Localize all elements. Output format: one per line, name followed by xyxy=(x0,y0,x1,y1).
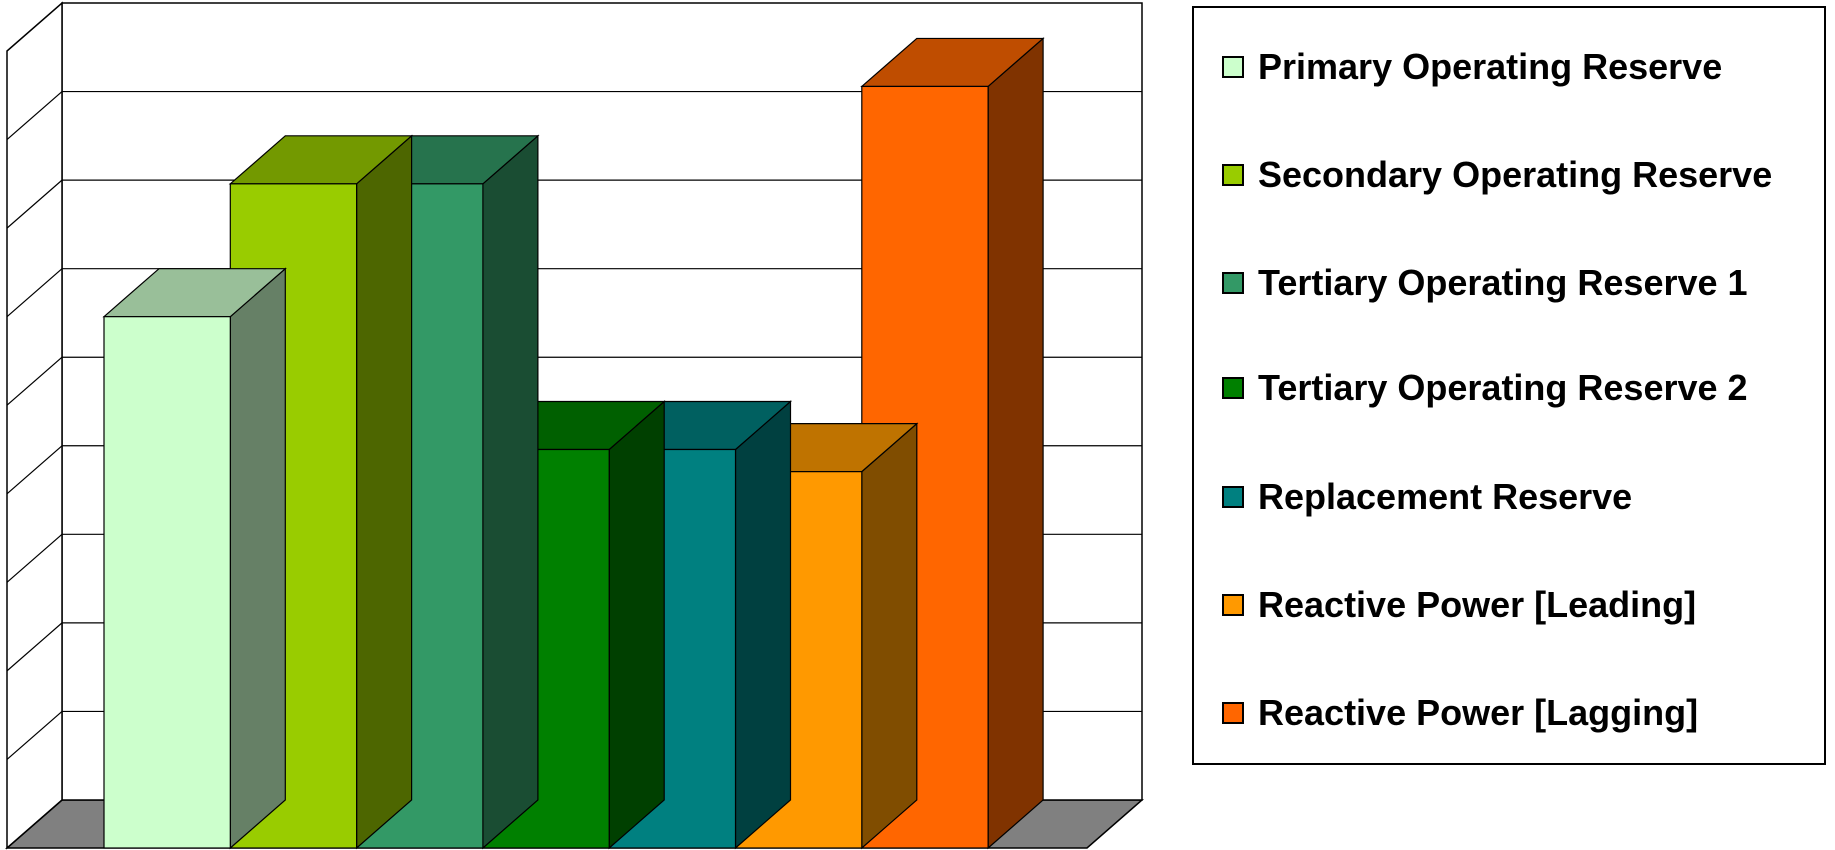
legend-swatch xyxy=(1222,594,1244,616)
bar-front xyxy=(103,316,231,849)
legend-label: Tertiary Operating Reserve 2 xyxy=(1258,367,1748,408)
legend-item: Secondary Operating Reserve xyxy=(1222,154,1772,196)
legend-swatch xyxy=(1222,377,1244,399)
legend-swatch xyxy=(1222,486,1244,508)
gridline-side xyxy=(6,179,63,229)
gridline-side xyxy=(6,268,63,318)
chart-area xyxy=(5,1,1144,850)
legend-item: Tertiary Operating Reserve 2 xyxy=(1222,367,1748,409)
bar-side xyxy=(356,134,413,850)
bar xyxy=(102,267,287,850)
bar-side xyxy=(482,134,539,850)
bar-side xyxy=(861,422,918,850)
legend-label: Primary Operating Reserve xyxy=(1258,46,1723,87)
gridline-side xyxy=(6,445,63,495)
legend: Primary Operating Reserve Secondary Opera… xyxy=(1192,6,1826,765)
bar-side xyxy=(987,37,1044,850)
legend-label: Reactive Power [Lagging] xyxy=(1258,692,1699,733)
legend-item: Tertiary Operating Reserve 1 xyxy=(1222,262,1748,304)
bar-side xyxy=(229,267,286,850)
legend-item: Primary Operating Reserve xyxy=(1222,46,1722,88)
legend-label: Replacement Reserve xyxy=(1258,476,1633,517)
legend-item: Reactive Power [Lagging] xyxy=(1222,692,1698,734)
legend-swatch xyxy=(1222,272,1244,294)
legend-label: Tertiary Operating Reserve 1 xyxy=(1258,262,1748,303)
gridline-side xyxy=(6,356,63,406)
bar-side xyxy=(734,400,792,850)
legend-swatch xyxy=(1222,702,1244,724)
gridline-side xyxy=(6,710,63,760)
chart-side-wall xyxy=(6,1,63,850)
gridline-side xyxy=(6,622,63,672)
legend-label: Reactive Power [Leading] xyxy=(1258,584,1697,625)
chart-bars xyxy=(102,37,1045,850)
legend-label: Secondary Operating Reserve xyxy=(1258,154,1773,195)
bar-side xyxy=(608,400,665,850)
bar xyxy=(860,37,1045,850)
legend-item: Reactive Power [Leading] xyxy=(1222,584,1696,626)
legend-swatch xyxy=(1222,164,1244,186)
gridline-side xyxy=(6,533,63,583)
legend-swatch xyxy=(1222,56,1244,78)
gridline-side xyxy=(6,91,63,141)
legend-item: Replacement Reserve xyxy=(1222,476,1632,518)
